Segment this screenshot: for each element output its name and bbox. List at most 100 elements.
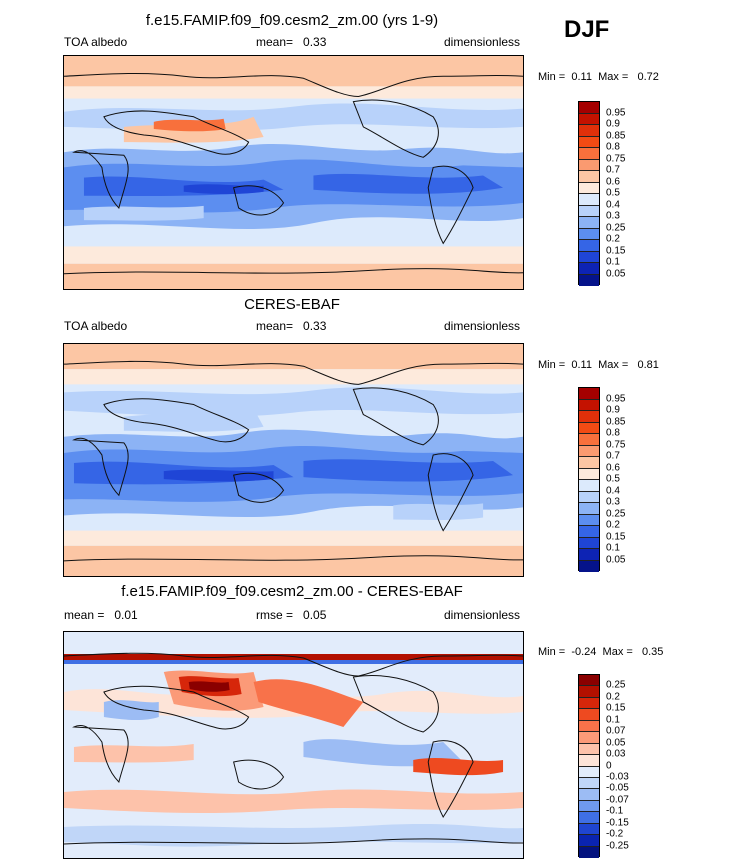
colorbar-tick-label: 0.25	[606, 679, 626, 691]
colorbar-swatch	[579, 732, 599, 744]
colorbar-swatch	[579, 777, 599, 790]
panel3-min-value: -0.24	[571, 646, 597, 658]
colorbar-swatch	[579, 171, 599, 183]
colorbar-tick-label: 0.75	[606, 439, 626, 450]
panel1-colorbar	[578, 101, 600, 286]
panel1-mean: mean= 0.33	[256, 35, 326, 49]
colorbar-tick-label: 0.05	[606, 554, 626, 565]
panel3-colorbar	[578, 674, 600, 858]
colorbar-swatch	[579, 251, 599, 263]
colorbar-swatch	[579, 686, 599, 698]
colorbar-swatch	[579, 835, 599, 847]
colorbar-swatch	[579, 125, 599, 137]
panel1-mean-label: mean=	[256, 35, 294, 49]
colorbar-swatch	[579, 182, 599, 194]
colorbar-swatch	[579, 823, 599, 836]
colorbar-tick-label: 0.7	[606, 450, 620, 462]
colorbar-swatch	[579, 537, 599, 549]
colorbar-tick-label: 0.4	[606, 485, 620, 496]
colorbar-swatch	[579, 697, 599, 710]
colorbar-tick-label: -0.1	[606, 805, 624, 817]
colorbar-swatch	[579, 274, 599, 286]
panel3-map-field	[64, 632, 523, 858]
colorbar-tick-label: -0.15	[606, 817, 629, 829]
colorbar-swatch	[579, 526, 599, 538]
panel2-min-label: Min =	[538, 359, 566, 371]
panel1-minmax: Min = 0.11 Max = 0.72	[538, 71, 659, 83]
panel2-mean-value: 0.33	[303, 319, 327, 333]
colorbar-swatch	[579, 148, 599, 160]
colorbar-tick-label: 0.15	[606, 531, 626, 542]
colorbar-tick-label: 0.4	[606, 199, 620, 210]
panel3-max-label: Max =	[602, 646, 633, 658]
season-label: DJF	[564, 16, 610, 43]
colorbar-swatch	[579, 399, 599, 411]
panel2-coastlines	[64, 360, 523, 562]
colorbar-swatch	[579, 812, 599, 824]
colorbar-swatch	[579, 159, 599, 171]
panel3-map	[63, 631, 524, 859]
colorbar-swatch	[579, 755, 599, 767]
colorbar-swatch	[579, 743, 599, 756]
panel3-mean: mean = 0.01	[64, 608, 138, 622]
panel2-minmax: Min = 0.11 Max = 0.81	[538, 359, 659, 371]
panel1-units: dimensionless	[444, 35, 521, 49]
panel2-max-label: Max =	[598, 359, 629, 371]
panel3-units: dimensionless	[444, 608, 521, 622]
colorbar-swatch	[579, 194, 599, 206]
colorbar-tick-label: -0.03	[606, 771, 629, 783]
colorbar-swatch	[579, 720, 599, 733]
colorbar-swatch	[579, 503, 599, 515]
panel2-units: dimensionless	[444, 319, 521, 333]
panel1-max-label: Max =	[598, 71, 629, 83]
panel1-mean-value: 0.33	[303, 35, 327, 49]
panel2-mean: mean= 0.33	[256, 319, 326, 333]
panel3-max-value: 0.35	[641, 646, 664, 658]
colorbar-tick-label: 0.5	[606, 473, 620, 485]
colorbar-swatch	[579, 434, 599, 446]
panel1-max-value: 0.72	[637, 71, 659, 83]
panel3-coastlines	[64, 652, 523, 845]
colorbar-tick-label: 0.3	[606, 210, 620, 222]
colorbar-tick-label: 0.15	[606, 245, 626, 256]
panel1-coastlines	[64, 72, 523, 275]
colorbar-tick-label: 0	[606, 760, 612, 771]
colorbar-swatch	[579, 205, 599, 217]
colorbar-tick-label: 0.05	[606, 737, 626, 749]
colorbar-swatch	[579, 491, 599, 503]
panel3-mean-value: 0.01	[114, 608, 138, 622]
panel1-min-value: 0.11	[571, 71, 592, 83]
colorbar-swatch	[579, 846, 599, 858]
colorbar-tick-label: -0.07	[606, 794, 629, 806]
colorbar-tick-label: 0.2	[606, 233, 620, 245]
colorbar-tick-label: 0.25	[606, 222, 626, 233]
colorbar-swatch	[579, 102, 599, 114]
colorbar-swatch	[579, 549, 599, 561]
colorbar-swatch	[579, 480, 599, 492]
colorbar-swatch	[579, 766, 599, 778]
colorbar-swatch	[579, 675, 599, 687]
colorbar-tick-label: 0.95	[606, 393, 626, 404]
colorbar-tick-label: 0.6	[606, 176, 620, 187]
colorbar-swatch	[579, 228, 599, 240]
colorbar-tick-label: 0.2	[606, 519, 620, 531]
panel2-max-value: 0.81	[637, 359, 659, 371]
colorbar-tick-label: 0.1	[606, 714, 620, 726]
panel3-rmse: rmse = 0.05	[256, 608, 326, 622]
colorbar-tick-label: -0.05	[606, 782, 629, 794]
colorbar-tick-label: 0.07	[606, 725, 626, 737]
panel3-rmse-label: rmse =	[256, 608, 294, 622]
panel2-map	[63, 343, 524, 577]
colorbar-tick-label: 0.9	[606, 118, 620, 130]
panel1-variable-label: TOA albedo	[64, 35, 128, 49]
panel1-min-label: Min =	[538, 71, 566, 83]
panel1-title: f.e15.FAMIP.f09_f09.cesm2_zm.00 (yrs 1-9…	[145, 12, 439, 29]
colorbar-tick-label: 0.5	[606, 187, 620, 199]
colorbar-tick-label: 0.1	[606, 256, 620, 268]
panel3-min-label: Min =	[538, 646, 566, 658]
colorbar-tick-label: 0.15	[606, 702, 626, 714]
panel3-mean-label: mean =	[64, 608, 105, 622]
colorbar-swatch	[579, 240, 599, 252]
colorbar-swatch	[579, 217, 599, 229]
colorbar-swatch	[579, 445, 599, 457]
